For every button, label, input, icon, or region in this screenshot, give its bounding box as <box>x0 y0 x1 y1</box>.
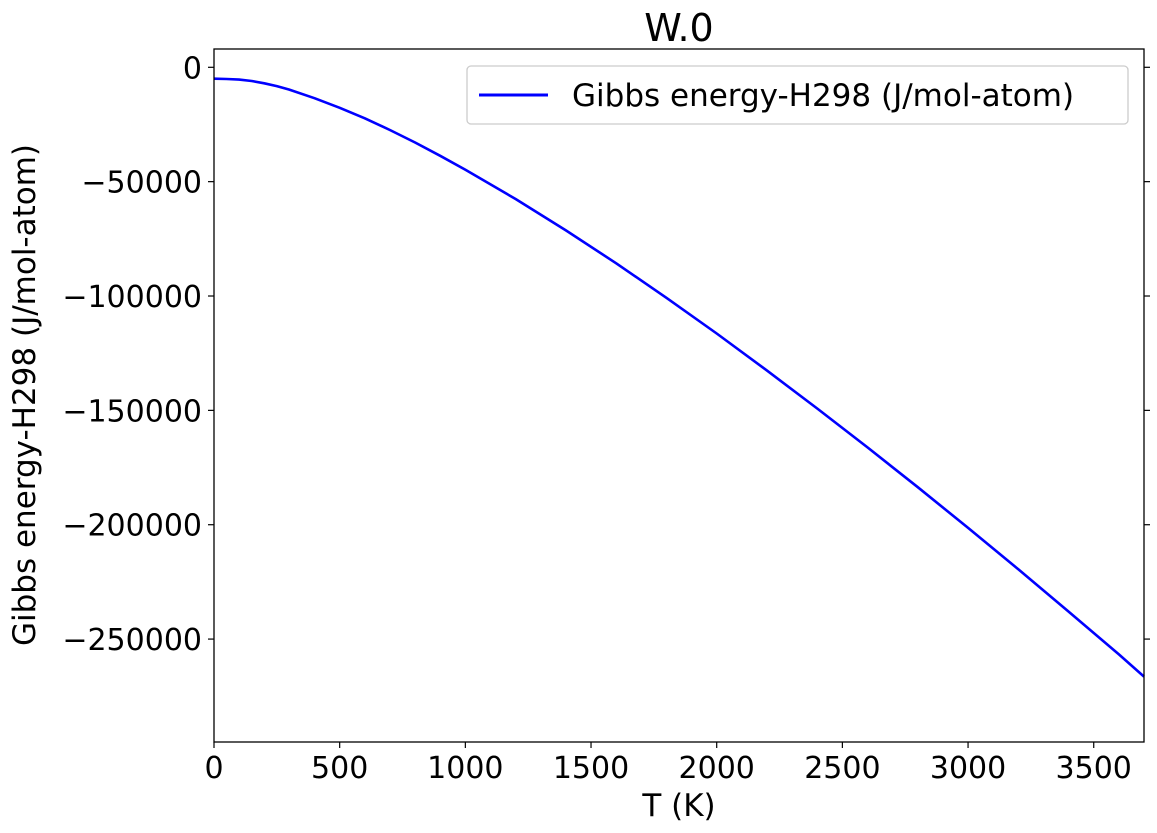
x-axis-ticks: 0 500 1000 1500 2000 2500 3000 3500 <box>204 742 1132 786</box>
x-tick-label: 500 <box>311 751 368 786</box>
y-axis-ticks: 0 −50000 −100000 −150000 −200000 −250000 <box>62 51 1150 658</box>
y-tick-label: −200000 <box>62 509 202 544</box>
x-tick-label: 2000 <box>679 751 755 786</box>
x-tick-label: 0 <box>204 751 223 786</box>
series-line-0 <box>214 77 1145 678</box>
plot-area <box>214 77 1145 678</box>
y-tick-label: −150000 <box>62 394 202 429</box>
legend-box <box>466 65 1129 125</box>
chart-title: W.0 <box>644 6 713 50</box>
legend: Gibbs energy-H298 (J/mol-atom) <box>466 65 1129 125</box>
y-tick-label: −50000 <box>81 166 202 201</box>
x-tick-label: 1000 <box>427 751 503 786</box>
x-tick-label: 1500 <box>553 751 629 786</box>
x-tick-label: 3500 <box>1056 751 1132 786</box>
y-axis-label: Gibbs energy-H298 (J/mol-atom) <box>7 144 43 646</box>
y-tick-label: −250000 <box>62 623 202 658</box>
legend-entry-label: Gibbs energy-H298 (J/mol-atom) <box>572 78 1074 114</box>
y-tick-label: 0 <box>183 51 202 86</box>
x-tick-label: 3000 <box>930 751 1006 786</box>
y-tick-label: −100000 <box>62 280 202 315</box>
x-tick-label: 2500 <box>804 751 880 786</box>
x-axis-label: T (K) <box>641 788 715 824</box>
plot-frame <box>213 48 1145 743</box>
